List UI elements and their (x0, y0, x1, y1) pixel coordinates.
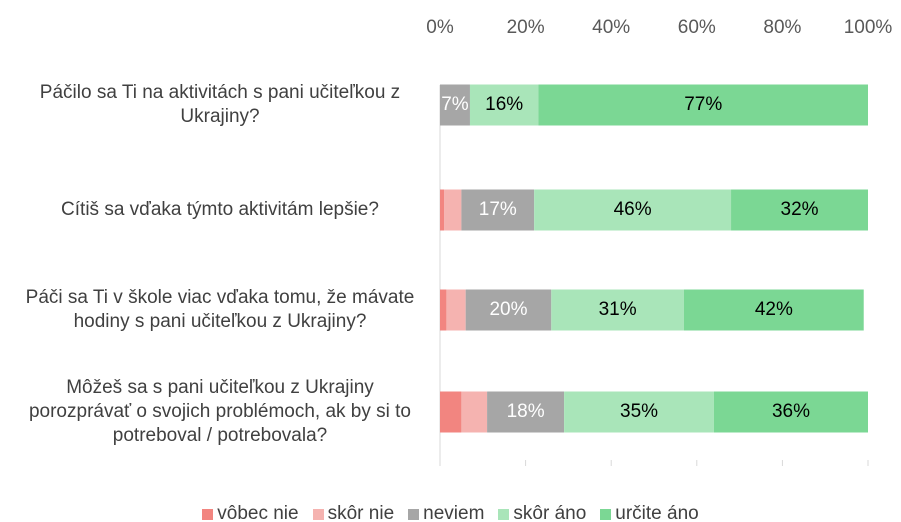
legend-label: vôbec nie (217, 503, 299, 522)
bar-segment (487, 391, 565, 433)
bar-segment (538, 84, 868, 126)
bar-segment (444, 189, 462, 231)
x-tick-label: 40% (592, 17, 630, 38)
legend-swatch (498, 508, 510, 520)
bar-segment (683, 289, 864, 331)
legend-label: skôr nie (327, 503, 395, 522)
x-tick-label: 20% (507, 17, 545, 38)
x-tick-label: 80% (763, 17, 801, 38)
data-label: 16% (485, 94, 523, 115)
bar-segment (534, 189, 732, 231)
legend-swatch (600, 508, 612, 520)
legend-swatch (408, 508, 420, 520)
bar-segment (461, 391, 488, 433)
data-label: 20% (489, 299, 527, 320)
legend: vôbec nie skôr nie neviem skôr áno určite án… (0, 503, 901, 522)
bar-segment (713, 391, 868, 433)
bar-segment (446, 289, 466, 331)
data-label: 18% (507, 401, 545, 422)
bar-segment (461, 189, 535, 231)
legend-item: vôbec nie (202, 503, 299, 522)
data-label: 46% (614, 199, 652, 220)
bar-segment (440, 391, 462, 433)
category-label: Páči sa Ti v škole viac vďaka tomu, že m… (25, 287, 415, 332)
data-label: 17% (479, 199, 517, 220)
legend-swatch (202, 508, 214, 520)
bar-segment (440, 289, 447, 331)
x-tick-label: 100% (844, 17, 893, 38)
legend-label: skôr áno (513, 503, 587, 522)
x-tick-label: 0% (426, 17, 454, 38)
bar-segment (440, 84, 470, 126)
category-label: Cítiš sa vďaka týmto aktivitám lepšie? (61, 199, 379, 220)
bar-segment (731, 189, 868, 231)
legend-item: skôr nie (312, 503, 395, 522)
legend-item: skôr áno (498, 503, 586, 522)
bar-segment (564, 391, 714, 433)
legend-swatch (312, 508, 324, 520)
category-label: Môžeš sa s pani učiteľkou z Ukrajiny por… (28, 377, 412, 446)
data-label: 77% (684, 94, 722, 115)
bar-segment (469, 84, 539, 126)
bar-segment (551, 289, 684, 331)
data-label: 35% (620, 401, 658, 422)
data-label: 32% (781, 199, 819, 220)
data-label: 7% (441, 94, 469, 115)
data-label: 36% (772, 401, 810, 422)
x-tick-label: 60% (678, 17, 716, 38)
category-label: Páčilo sa Ti na aktivitách s pani učiteľ… (39, 82, 401, 127)
legend-item: určite áno (600, 503, 699, 522)
legend-item: neviem (408, 503, 484, 522)
data-label: 42% (755, 299, 793, 320)
legend-label: neviem (423, 503, 485, 522)
bar-segment (465, 289, 552, 331)
legend-label: určite áno (615, 503, 699, 522)
bar-segment (440, 189, 445, 231)
data-label: 31% (599, 299, 637, 320)
